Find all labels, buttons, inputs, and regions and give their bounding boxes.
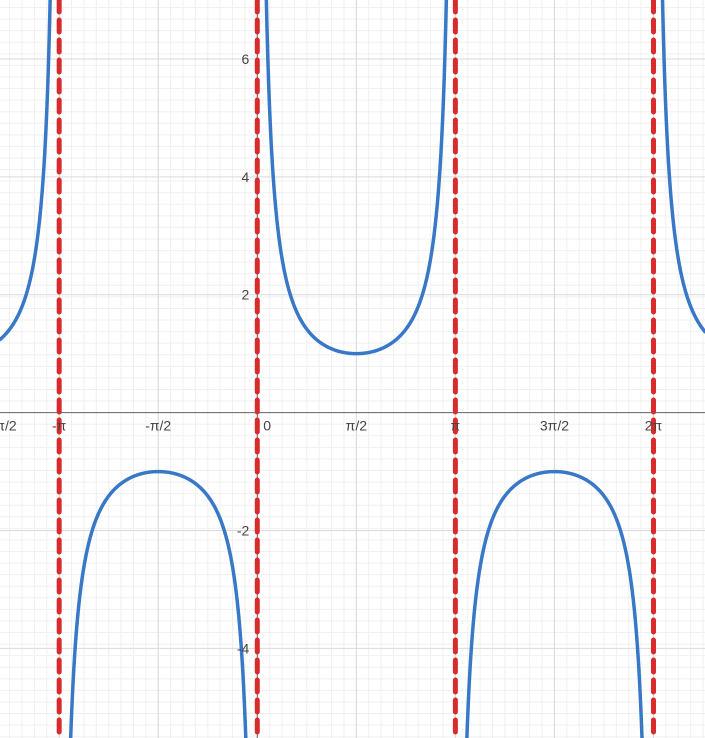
y-tick-label: 6 xyxy=(241,51,249,67)
y-tick-label: 2 xyxy=(241,287,249,303)
x-tick-label: -π/2 xyxy=(145,418,171,434)
function-graph: -3π/2 -π -π/2 0 π/2 π 3π/2 2π -4 -2 2 4 6 xyxy=(0,0,705,738)
x-tick-label: 3π/2 xyxy=(540,418,569,434)
plot-background xyxy=(0,0,705,738)
x-tick-label: π/2 xyxy=(346,418,368,434)
x-tick-label: -π xyxy=(52,418,67,434)
x-tick-label: 2π xyxy=(645,418,663,434)
y-tick-label: -2 xyxy=(237,523,250,539)
x-tick-label: π xyxy=(451,418,461,434)
y-tick-label: -4 xyxy=(237,640,250,656)
x-tick-label: 0 xyxy=(263,418,271,434)
y-tick-label: 4 xyxy=(241,169,249,185)
x-tick-label: -3π/2 xyxy=(0,418,17,434)
